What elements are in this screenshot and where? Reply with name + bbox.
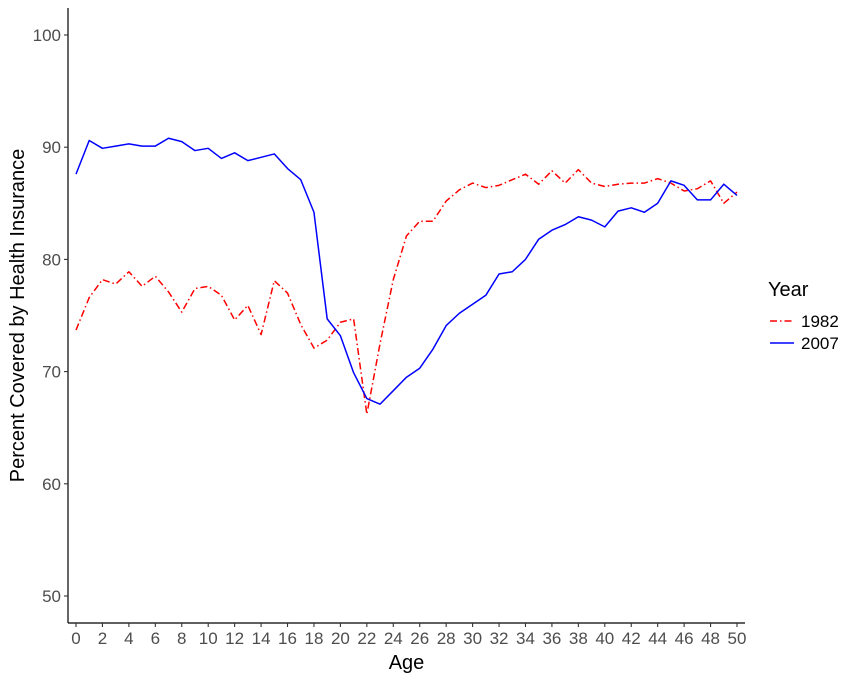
y-tick-label: 80 <box>42 250 61 269</box>
x-tick-label: 26 <box>410 629 429 648</box>
y-tick-label: 60 <box>42 475 61 494</box>
x-tick-label: 42 <box>622 629 641 648</box>
x-tick-label: 36 <box>542 629 561 648</box>
x-tick-label: 32 <box>490 629 509 648</box>
x-tick-label: 12 <box>225 629 244 648</box>
y-tick-label: 50 <box>42 587 61 606</box>
y-tick-label: 100 <box>33 26 61 45</box>
y-tick-label: 90 <box>42 138 61 157</box>
x-tick-label: 44 <box>648 629 667 648</box>
x-axis-title: Age <box>389 652 425 674</box>
series-line-1982 <box>75 168 738 415</box>
x-tick-label: 4 <box>124 629 133 648</box>
x-tick-label: 22 <box>357 629 376 648</box>
x-tick-label: 38 <box>569 629 588 648</box>
x-tick-label: 20 <box>331 629 350 648</box>
legend-title: Year <box>768 279 809 301</box>
x-tick-label: 50 <box>728 629 747 648</box>
x-tick-label: 30 <box>463 629 482 648</box>
legend: Year 1982 2007 <box>768 279 839 353</box>
x-tick-label: 48 <box>701 629 720 648</box>
legend-items: 1982 2007 <box>770 312 839 353</box>
x-tick-label: 14 <box>252 629 271 648</box>
x-tick-label: 18 <box>304 629 323 648</box>
series-line-2007 <box>75 137 738 405</box>
y-axis-title: Percent Covered by Health Insurance <box>7 149 29 483</box>
legend-label-1982: 1982 <box>801 312 839 331</box>
x-ticks: 0 2 4 6 8 10 12 14 16 18 20 22 24 26 28 30 32 34 36 38 40 42 4… <box>71 623 746 648</box>
plot-lines <box>75 137 738 415</box>
x-tick-label: 34 <box>516 629 535 648</box>
x-tick-label: 0 <box>71 629 80 648</box>
x-tick-label: 40 <box>595 629 614 648</box>
y-ticks: 50 60 70 80 90 100 <box>33 26 68 606</box>
axes <box>67 8 745 624</box>
y-tick-label: 70 <box>42 363 61 382</box>
x-tick-label: 6 <box>151 629 160 648</box>
x-tick-label: 10 <box>199 629 218 648</box>
legend-label-2007: 2007 <box>801 334 839 353</box>
x-tick-label: 28 <box>437 629 456 648</box>
x-tick-label: 24 <box>384 629 403 648</box>
x-tick-label: 16 <box>278 629 297 648</box>
x-tick-label: 46 <box>675 629 694 648</box>
x-tick-label: 2 <box>98 629 107 648</box>
x-tick-label: 8 <box>177 629 186 648</box>
